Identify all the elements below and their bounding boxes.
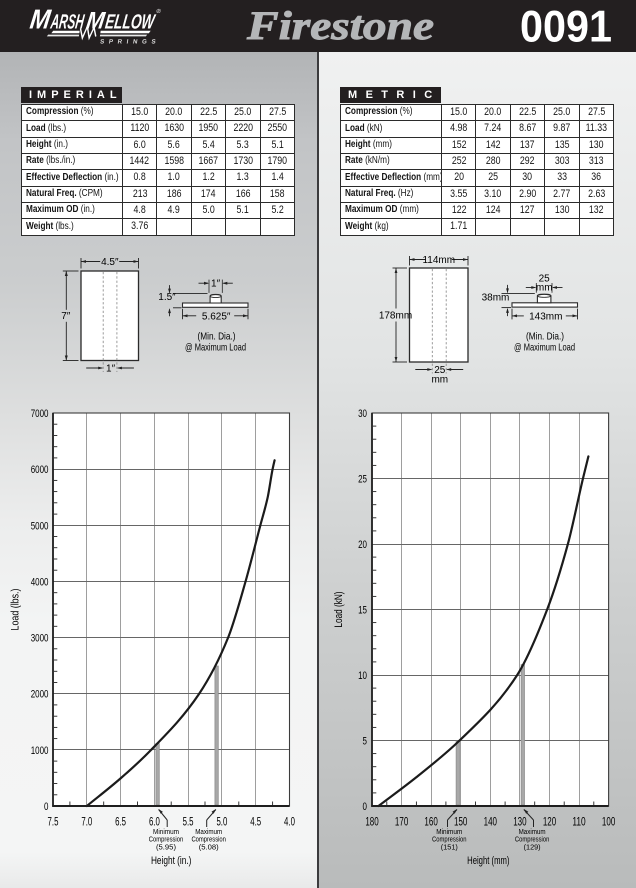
svg-text:120: 120 <box>543 816 556 828</box>
svg-text:25: 25 <box>434 365 446 376</box>
svg-text:Minimum: Minimum <box>436 827 462 836</box>
svg-text:(151): (151) <box>441 842 458 851</box>
svg-text:Maximum: Maximum <box>195 827 222 836</box>
svg-text:(5.95): (5.95) <box>156 842 176 851</box>
svg-text:ELLOW: ELLOW <box>104 11 157 34</box>
svg-text:0: 0 <box>44 801 48 813</box>
svg-text:mm: mm <box>431 375 448 386</box>
svg-text:6.5: 6.5 <box>115 816 126 828</box>
svg-text:SPRINGS: SPRINGS <box>100 39 161 46</box>
svg-text:7.0: 7.0 <box>81 816 92 828</box>
svg-text:5000: 5000 <box>31 520 49 532</box>
svg-text:Firestone: Firestone <box>246 3 434 48</box>
svg-text:143mm: 143mm <box>529 311 562 322</box>
svg-text:150: 150 <box>454 816 467 828</box>
svg-text:Height (mm): Height (mm) <box>467 855 509 867</box>
svg-text:10: 10 <box>358 670 367 682</box>
svg-text:178mm: 178mm <box>379 311 412 322</box>
svg-text:110: 110 <box>572 816 585 828</box>
svg-text:4.0: 4.0 <box>284 816 295 828</box>
svg-text:114mm: 114mm <box>422 255 455 266</box>
svg-text:®: ® <box>156 8 162 15</box>
svg-text:1″: 1″ <box>106 364 116 375</box>
svg-text:Compression: Compression <box>432 835 467 844</box>
svg-text:0091: 0091 <box>520 3 612 52</box>
svg-text:Height (in.): Height (in.) <box>151 855 192 867</box>
svg-text:5.0: 5.0 <box>216 816 227 828</box>
svg-text:5: 5 <box>363 736 367 748</box>
svg-text:Compression: Compression <box>191 835 226 844</box>
svg-text:100: 100 <box>602 816 615 828</box>
svg-text:20: 20 <box>358 539 367 551</box>
svg-text:4000: 4000 <box>31 576 49 588</box>
svg-text:2000: 2000 <box>31 689 49 701</box>
svg-text:1.5″: 1.5″ <box>158 292 176 303</box>
svg-text:(129): (129) <box>524 842 541 851</box>
svg-text:Minimum: Minimum <box>153 827 179 836</box>
svg-text:(Min. Dia.): (Min. Dia.) <box>198 331 236 343</box>
svg-text:6.0: 6.0 <box>149 816 160 828</box>
svg-text:Compression: Compression <box>515 835 550 844</box>
svg-text:7.5: 7.5 <box>48 816 59 828</box>
svg-text:mm: mm <box>536 283 553 294</box>
svg-text:160: 160 <box>424 816 437 828</box>
svg-text:30: 30 <box>358 408 367 420</box>
svg-text:Compression: Compression <box>149 835 184 844</box>
svg-text:Load (lbs.): Load (lbs.) <box>10 589 22 631</box>
svg-text:170: 170 <box>395 816 408 828</box>
svg-text:38mm: 38mm <box>482 292 510 303</box>
svg-text:4.5: 4.5 <box>250 816 261 828</box>
svg-text:5.5: 5.5 <box>183 816 194 828</box>
svg-text:180: 180 <box>365 816 378 828</box>
svg-text:1″: 1″ <box>211 279 221 290</box>
svg-text:7000: 7000 <box>31 408 49 420</box>
svg-text:1000: 1000 <box>31 745 49 757</box>
svg-text:M: M <box>85 8 108 35</box>
svg-text:140: 140 <box>484 816 497 828</box>
svg-text:25: 25 <box>358 474 367 486</box>
svg-text:Maximum: Maximum <box>519 827 546 836</box>
svg-text:@ Maximum Load: @ Maximum Load <box>185 342 246 354</box>
svg-text:15: 15 <box>358 605 367 617</box>
svg-text:(Min. Dia.): (Min. Dia.) <box>526 331 564 343</box>
svg-text:5.625″: 5.625″ <box>202 311 231 322</box>
svg-text:4.5″: 4.5″ <box>101 257 119 268</box>
svg-text:6000: 6000 <box>31 464 49 476</box>
svg-text:ARSH: ARSH <box>49 11 86 34</box>
svg-text:(5.08): (5.08) <box>199 842 219 851</box>
svg-text:130: 130 <box>513 816 526 828</box>
svg-text:3000: 3000 <box>31 633 49 645</box>
svg-text:Load (kN): Load (kN) <box>333 592 345 628</box>
svg-text:0: 0 <box>363 801 367 813</box>
svg-text:@ Maximum Load: @ Maximum Load <box>514 342 575 354</box>
svg-text:25: 25 <box>539 274 551 285</box>
svg-text:7″: 7″ <box>61 311 71 322</box>
